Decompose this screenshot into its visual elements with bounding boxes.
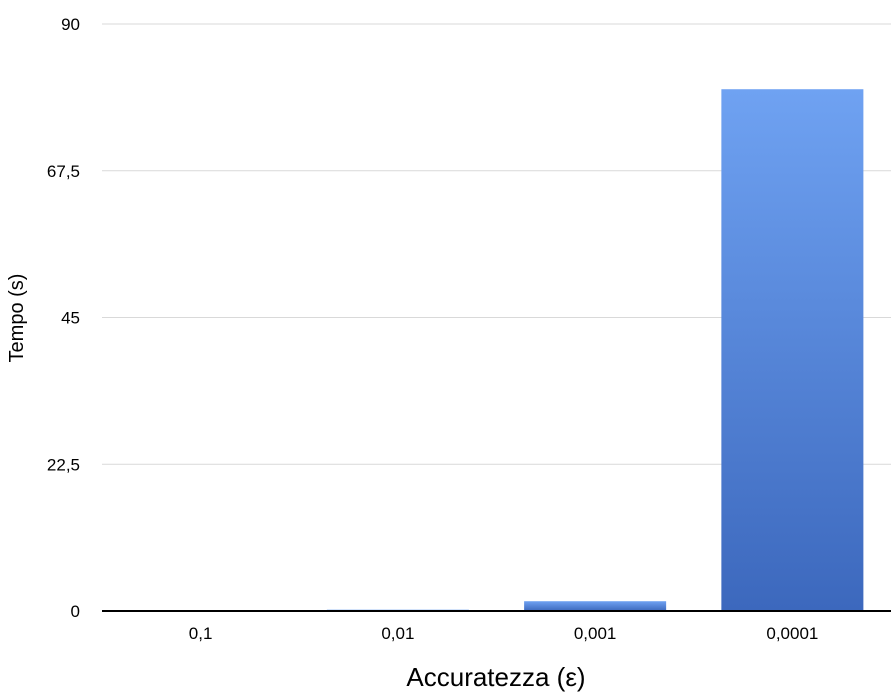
y-tick-label: 22,5 [47, 455, 80, 474]
bars [129, 89, 864, 611]
y-axis-tick-labels: 0 22,5 45 67,5 90 [47, 15, 80, 621]
x-tick-label: 0,0001 [766, 624, 818, 643]
bar-0,001 [524, 601, 667, 611]
y-tick-label: 0 [71, 602, 80, 621]
x-tick-label: 0,001 [574, 624, 617, 643]
y-tick-label: 45 [61, 309, 80, 328]
bar-0,0001 [721, 89, 864, 611]
y-tick-label: 67,5 [47, 162, 80, 181]
x-axis-title: Accuratezza (ε) [406, 662, 585, 692]
x-axis-tick-labels: 0,1 0,01 0,001 0,0001 [189, 624, 819, 643]
y-axis-title: Tempo (s) [6, 274, 28, 363]
x-tick-label: 0,1 [189, 624, 213, 643]
y-tick-label: 90 [61, 15, 80, 34]
x-tick-label: 0,01 [381, 624, 414, 643]
